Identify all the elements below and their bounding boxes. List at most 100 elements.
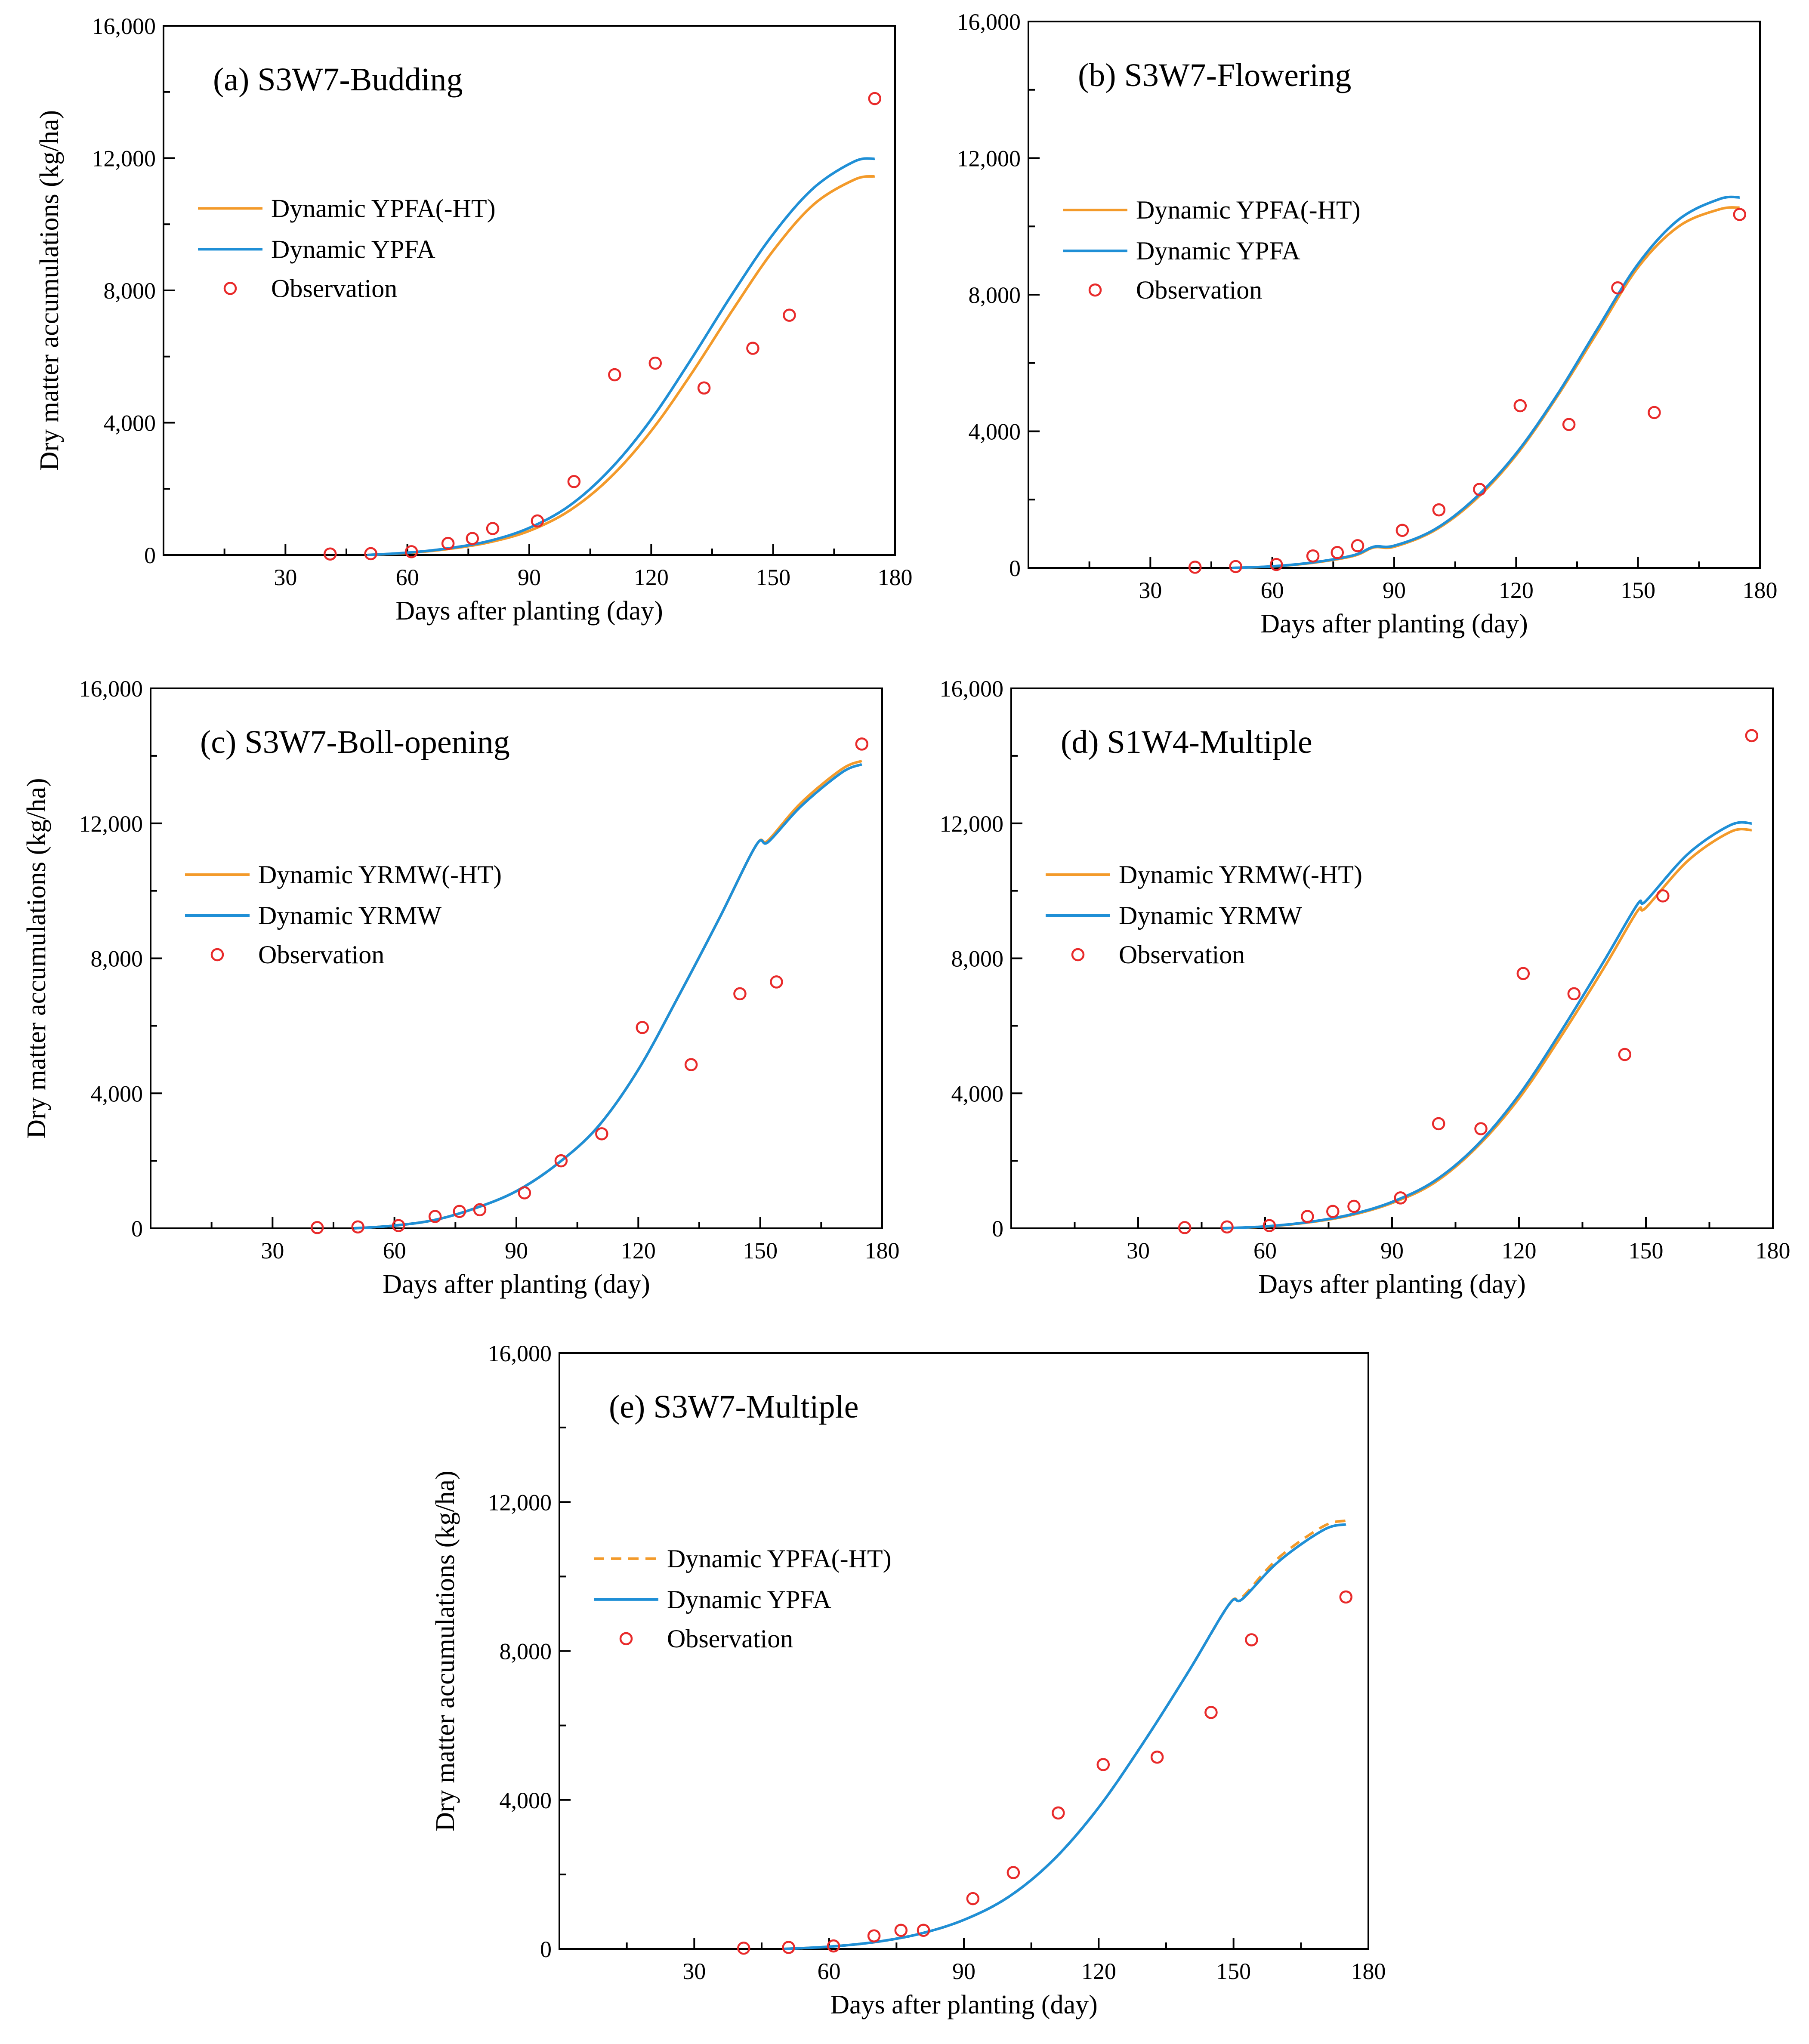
- panel-b-observation-point: [1306, 549, 1320, 563]
- panel-e-ytick-label: 4,000: [500, 1788, 552, 1813]
- panel-c: 30 60 90 120 150 180 0 4,000 8,000 12,000 16,000 Da…: [22, 676, 900, 1299]
- panel-e-legend-swatch-observation: [619, 1632, 633, 1646]
- panel-b-observation-point: [1432, 503, 1446, 517]
- panel-d-ytick-label: 0: [992, 1216, 1003, 1242]
- panel-b-xtick-label: 180: [1743, 577, 1778, 603]
- panel-b-legend-swatch-observation: [1088, 283, 1102, 297]
- panel-d-observation-point: [1263, 1219, 1276, 1232]
- panel-e-legend-label: Dynamic YPFA: [667, 1585, 831, 1614]
- panel-b-ytick-label: 0: [1009, 555, 1021, 581]
- panel-e-observation-point: [1150, 1750, 1164, 1764]
- panel-e-legend-label: Dynamic YPFA(-HT): [667, 1545, 892, 1573]
- panel-d-observation-point: [1326, 1205, 1340, 1218]
- panel-d-observation-point: [1178, 1221, 1192, 1234]
- panel-b-observation-point: [1188, 561, 1202, 574]
- panel-b-observation-point: [1331, 546, 1344, 559]
- panel-e: 30 60 90 120 150 180 0 4,000 8,000 12,000 16,000 Da…: [431, 1341, 1386, 2019]
- panel-d-xtick-label: 180: [1756, 1238, 1790, 1264]
- panel-c-title: (c) S3W7-Boll-opening: [200, 724, 510, 760]
- panel-e-xtick-label: 150: [1216, 1958, 1251, 1984]
- panel-a-observation-point: [531, 514, 544, 528]
- panel-e-observation-point: [1006, 1866, 1020, 1879]
- panel-a-observation-point: [364, 547, 377, 561]
- panel-a-observation-point: [323, 547, 337, 561]
- panel-b-ytick-label: 4,000: [969, 419, 1021, 445]
- panel-c-xtick-label: 180: [865, 1238, 900, 1264]
- panel-d-xlabel: Days after planting (day): [1258, 1270, 1525, 1299]
- panel-c-observation-point: [518, 1186, 531, 1199]
- panel-d-observation-point: [1516, 967, 1530, 980]
- panel-b-xtick-label: 60: [1261, 577, 1284, 603]
- panel-e-series-ht-line: [784, 1519, 1346, 1950]
- panel-c-legend-label: Dynamic YRMW: [258, 901, 441, 930]
- panel-c-legend-swatch-observation: [210, 948, 224, 962]
- panel-a-ytick-label: 8,000: [104, 278, 156, 304]
- panel-d-series-full-line: [1222, 821, 1752, 1230]
- panel-b-xtick-label: 150: [1621, 577, 1655, 603]
- panel-c-observation-point: [733, 987, 747, 1001]
- panel-d-legend-label: Dynamic YRMW: [1119, 901, 1302, 930]
- panel-c-observation-point: [428, 1210, 442, 1223]
- panel-a-observation-point: [404, 545, 418, 558]
- panel-c-observation-point: [554, 1154, 568, 1168]
- panel-d-xtick-label: 30: [1127, 1238, 1150, 1264]
- panel-a-legend-label: Dynamic YPFA(-HT): [271, 194, 496, 222]
- panel-e-observation-point: [894, 1924, 908, 1937]
- panel-b-series-full-line: [1232, 195, 1740, 569]
- panel-a-xtick-label: 60: [396, 564, 419, 590]
- panel-b-legend-label: Observation: [1136, 276, 1262, 304]
- panel-c-xtick-label: 150: [743, 1238, 778, 1264]
- panel-c-observation-point: [770, 975, 783, 989]
- panel-d-observation-point: [1656, 889, 1670, 903]
- panel-a-observation-point: [567, 475, 581, 488]
- panel-d-legend-swatch-observation: [1071, 948, 1085, 962]
- panel-c-ytick-label: 12,000: [79, 811, 143, 837]
- panel-d-observation-point: [1618, 1048, 1632, 1061]
- panel-a-observation-point: [466, 532, 479, 545]
- panel-a-xtick-label: 180: [878, 564, 913, 590]
- panel-c-observation-point: [392, 1219, 405, 1232]
- panel-b-xtick-label: 120: [1499, 577, 1534, 603]
- panel-e-ytick-label: 16,000: [488, 1341, 552, 1366]
- panel-a-series-full-line: [367, 157, 875, 556]
- panel-a-series-ht-line: [367, 175, 875, 556]
- panel-a-ytick-label: 0: [144, 543, 156, 568]
- panel-e-ytick-label: 0: [540, 1936, 552, 1962]
- panel-e-xtick-label: 90: [952, 1958, 976, 1984]
- panel-c-ylabel: Dry matter accumulations (kg/ha): [22, 778, 51, 1138]
- panel-e-xtick-label: 30: [682, 1958, 706, 1984]
- panel-e-observation-point: [1096, 1758, 1110, 1771]
- panel-d-observation-point: [1394, 1191, 1407, 1205]
- panel-b-observation-point: [1733, 208, 1747, 221]
- panel-a-xtick-label: 90: [518, 564, 541, 590]
- panel-c-xtick-label: 30: [261, 1238, 284, 1264]
- panel-c-xtick-label: 90: [505, 1238, 528, 1264]
- panel-c-observation-point: [636, 1021, 649, 1034]
- panel-b: 30 60 90 120 150 180 0 4,000 8,000 12,000 16,000 Da…: [957, 9, 1778, 638]
- panel-a-xlabel: Days after planting (day): [395, 596, 663, 626]
- panel-c-xlabel: Days after planting (day): [383, 1270, 650, 1299]
- panel-c-xtick-label: 120: [621, 1238, 656, 1264]
- panel-e-xtick-label: 60: [818, 1958, 841, 1984]
- panel-d-observation-point: [1347, 1199, 1361, 1213]
- panel-e-ytick-label: 12,000: [488, 1489, 552, 1515]
- panel-d-legend-label: Observation: [1119, 940, 1245, 969]
- panel-e-observation-point: [867, 1929, 881, 1942]
- panel-c-series-full-line: [354, 763, 862, 1230]
- panel-a-legend-label: Dynamic YPFA: [271, 235, 435, 263]
- panel-b-legend-label: Dynamic YPFA(-HT): [1136, 196, 1361, 224]
- panel-c-observation-point: [473, 1203, 487, 1217]
- panel-d-series-ht-line: [1222, 828, 1752, 1230]
- panel-e-ylabel: Dry matter accumulations (kg/ha): [431, 1471, 460, 1831]
- panel-d-observation-point: [1220, 1220, 1234, 1234]
- panel-d-title: (d) S1W4-Multiple: [1061, 724, 1312, 760]
- panel-b-observation-point: [1513, 399, 1527, 413]
- panel-b-ytick-label: 16,000: [957, 9, 1021, 35]
- panel-a-xtick-label: 150: [756, 564, 790, 590]
- panel-a-observation-point: [608, 368, 621, 382]
- panel-a-legend-label: Observation: [271, 274, 397, 302]
- panel-a-observation-point: [441, 536, 455, 550]
- panel-e-xtick-label: 120: [1081, 1958, 1116, 1984]
- panel-d-ytick-label: 8,000: [951, 946, 1004, 972]
